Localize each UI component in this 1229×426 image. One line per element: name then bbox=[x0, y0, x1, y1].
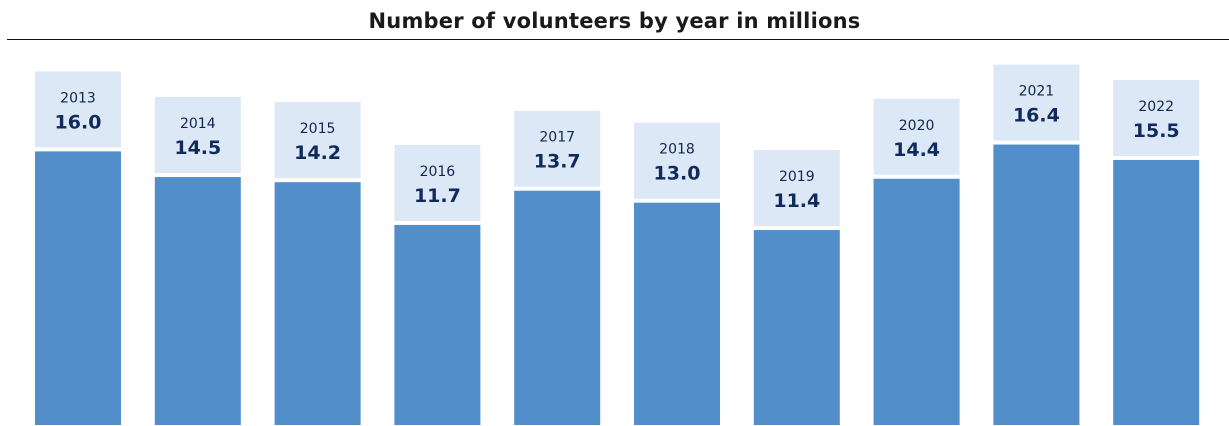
bar-group-2013: 2013 16.0 bbox=[35, 71, 121, 425]
chart-title: Number of volunteers by year in millions bbox=[368, 9, 861, 33]
value-label: 14.2 bbox=[294, 142, 341, 164]
value-label: 14.4 bbox=[893, 139, 940, 161]
label-box-2022 bbox=[1113, 79, 1200, 156]
year-label: 2013 bbox=[60, 90, 96, 106]
year-label: 2016 bbox=[420, 164, 456, 180]
year-label: 2014 bbox=[180, 116, 216, 132]
label-box-2016 bbox=[394, 144, 481, 221]
bar-2013 bbox=[35, 151, 121, 425]
title-divider bbox=[7, 39, 1229, 40]
value-label: 16.0 bbox=[55, 111, 102, 133]
bar-2022 bbox=[1113, 159, 1200, 425]
bar-group-2015: 2015 14.2 bbox=[274, 102, 361, 425]
label-box-2018 bbox=[634, 122, 720, 199]
value-label: 14.5 bbox=[174, 137, 221, 159]
year-label: 2021 bbox=[1019, 84, 1055, 100]
bar-group-2017: 2017 13.7 bbox=[514, 110, 601, 425]
bar-2019 bbox=[753, 230, 840, 425]
value-label: 11.4 bbox=[773, 190, 820, 212]
value-label: 13.7 bbox=[534, 151, 581, 173]
value-label: 15.5 bbox=[1133, 120, 1180, 142]
bar-group-2018: 2018 13.0 bbox=[634, 122, 720, 425]
bar-2021 bbox=[993, 144, 1080, 425]
label-box-2015 bbox=[274, 102, 361, 179]
bar-group-2014: 2014 14.5 bbox=[154, 97, 241, 425]
year-label: 2018 bbox=[659, 142, 695, 158]
bar-group-2020: 2020 14.4 bbox=[873, 98, 960, 425]
value-label: 16.4 bbox=[1013, 105, 1060, 127]
bar-group-2016: 2016 11.7 bbox=[394, 144, 481, 425]
label-box-2013 bbox=[35, 71, 121, 148]
bars-group: 2013 16.0 2014 14.5 2015 14.2 2016 11.7 2017 13.7… bbox=[35, 64, 1200, 425]
bar-group-2019: 2019 11.4 bbox=[753, 150, 840, 425]
year-label: 2020 bbox=[899, 118, 935, 134]
value-label: 13.0 bbox=[654, 163, 701, 185]
bar-2017 bbox=[514, 190, 601, 425]
year-label: 2015 bbox=[300, 121, 336, 137]
year-label: 2022 bbox=[1138, 99, 1174, 115]
label-box-2020 bbox=[873, 98, 960, 175]
label-box-2021 bbox=[993, 64, 1080, 141]
bar-2016 bbox=[394, 224, 481, 425]
bar-group-2022: 2022 15.5 bbox=[1113, 79, 1200, 425]
value-label: 11.7 bbox=[414, 185, 461, 207]
label-box-2017 bbox=[514, 110, 601, 187]
year-label: 2017 bbox=[539, 130, 575, 146]
bar-2020 bbox=[873, 178, 960, 425]
label-box-2014 bbox=[154, 97, 241, 174]
bar-2015 bbox=[274, 182, 361, 425]
bar-2018 bbox=[634, 202, 720, 425]
year-label: 2019 bbox=[779, 169, 815, 185]
bar-2014 bbox=[154, 177, 241, 425]
bar-group-2021: 2021 16.4 bbox=[993, 64, 1080, 425]
label-box-2019 bbox=[753, 150, 840, 227]
